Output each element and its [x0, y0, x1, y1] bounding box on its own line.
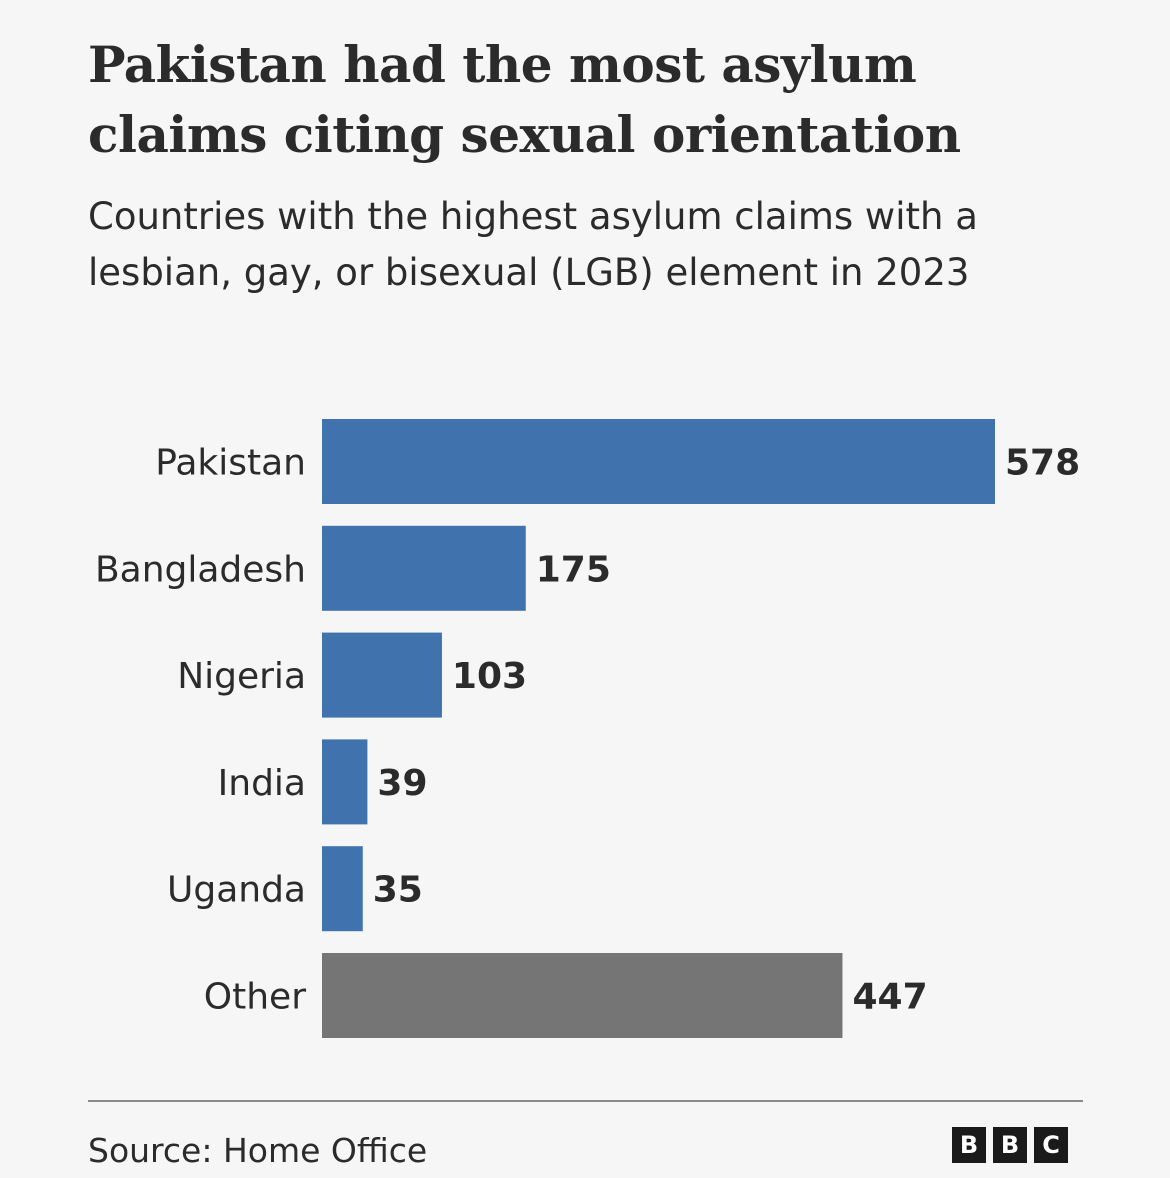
- bbc-logo-letter: B: [993, 1127, 1027, 1163]
- bbc-logo-letter: B: [952, 1127, 986, 1163]
- bar-bangladesh: [322, 525, 526, 611]
- source-note: Source: Home Office: [88, 1131, 428, 1170]
- bbc-logo: B B C: [952, 1127, 1068, 1163]
- footer-divider: [88, 1100, 1083, 1102]
- value-label-other: 447: [852, 977, 927, 1018]
- bbc-logo-letter: C: [1034, 1127, 1068, 1163]
- bar-india: [322, 739, 368, 825]
- category-label-pakistan: Pakistan: [155, 443, 306, 484]
- category-label-other: Other: [204, 977, 306, 1018]
- bar-chart: Pakistan 578 Bangladesh 175 Nigeria 103 India 3…: [95, 419, 1080, 1038]
- chart-title: Pakistan had the most asylum claims citi…: [88, 35, 961, 164]
- value-label-india: 39: [377, 763, 427, 804]
- chart-subtitle: Countries with the highest asylum claims…: [88, 195, 978, 294]
- value-label-nigeria: 103: [452, 656, 527, 697]
- value-label-bangladesh: 175: [536, 549, 611, 590]
- bar-nigeria: [322, 632, 442, 718]
- category-label-bangladesh: Bangladesh: [95, 549, 306, 590]
- bar-uganda: [322, 846, 363, 932]
- bar-other: [322, 953, 843, 1038]
- category-label-nigeria: Nigeria: [177, 656, 306, 697]
- bar-pakistan: [322, 419, 995, 504]
- value-label-pakistan: 578: [1005, 443, 1080, 484]
- category-label-uganda: Uganda: [167, 870, 306, 911]
- category-label-india: India: [218, 763, 306, 804]
- value-label-uganda: 35: [373, 870, 423, 911]
